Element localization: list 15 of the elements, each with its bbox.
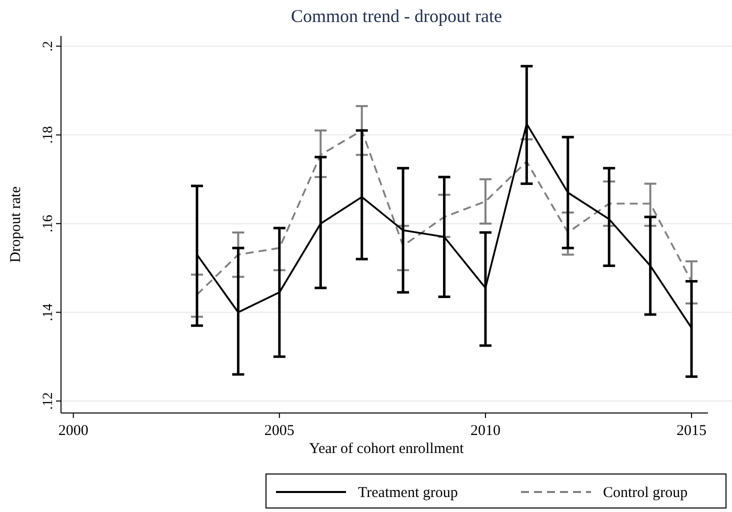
legend-label: Treatment group [358,485,458,501]
x-axis-title: Year of cohort enrollment [309,441,465,457]
x-tick-label: 2015 [676,423,707,439]
chart-title: Common trend - dropout rate [291,6,502,26]
legend-label: Control group [603,485,688,501]
x-tick-label: 2005 [264,423,294,439]
y-tick-label: .12 [41,392,56,410]
y-tick-label: .14 [41,304,56,322]
line-series [196,130,692,296]
y-tick-label: .18 [41,126,56,144]
y-axis-title: Dropout rate [8,186,24,263]
y-tick-label: .2 [41,40,56,52]
y-tick-label: .16 [41,214,56,232]
x-tick-label: 2010 [470,423,500,439]
x-tick-label: 2000 [58,423,88,439]
